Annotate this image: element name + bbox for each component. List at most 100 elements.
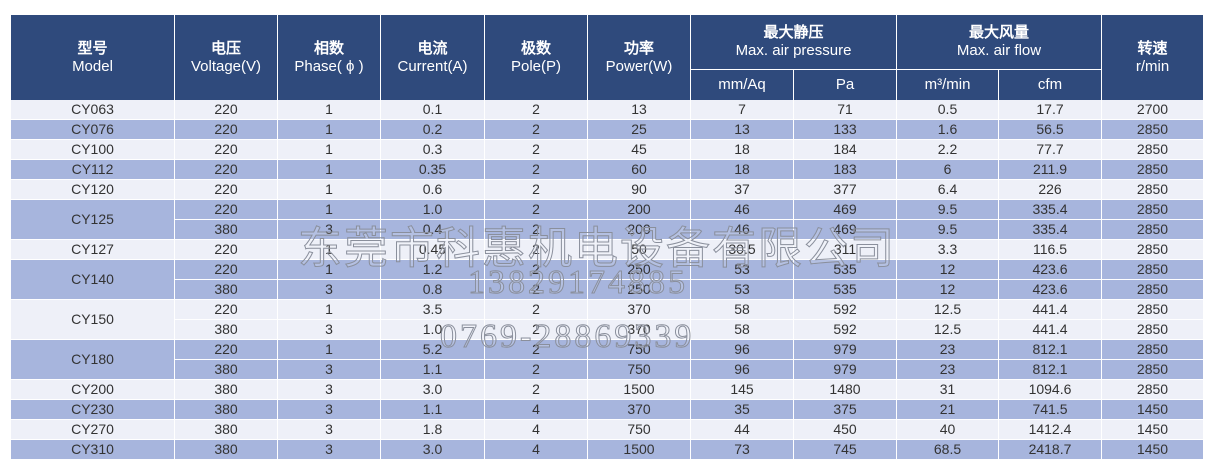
model-cell: CY310 xyxy=(10,439,175,460)
header-cell: 极数 Pole(P) xyxy=(484,15,588,100)
data-cell: 2850 xyxy=(1101,299,1204,320)
subheader-cell: m³/min xyxy=(896,69,999,100)
table-row: CY100 220 1 0.3 2 45 18 184 2.2 77.7 2850 xyxy=(10,139,1204,160)
data-cell: 450 xyxy=(793,419,897,440)
data-cell: 12.5 xyxy=(896,319,999,340)
data-cell: 2 xyxy=(484,119,588,140)
data-cell: 3.0 xyxy=(380,379,485,400)
data-cell: 1.8 xyxy=(380,419,485,440)
data-cell: 18 xyxy=(690,139,794,160)
data-cell: 0.45 xyxy=(380,239,485,260)
data-cell: 2850 xyxy=(1101,359,1204,380)
data-cell: 1 xyxy=(277,239,381,260)
data-cell: 335.4 xyxy=(998,199,1102,220)
data-cell: 23 xyxy=(896,359,999,380)
model-cell: CY230 xyxy=(10,399,175,420)
header-zh: 功率 xyxy=(623,39,654,57)
data-cell: 2 xyxy=(484,339,588,360)
data-cell: 73 xyxy=(690,439,794,460)
data-cell: 0.8 xyxy=(380,279,485,300)
data-cell: 220 xyxy=(174,259,278,280)
data-cell: 18 xyxy=(690,159,794,180)
data-cell: 469 xyxy=(793,219,897,240)
data-cell: 380 xyxy=(174,359,278,380)
data-cell: 211.9 xyxy=(998,159,1102,180)
data-cell: 2 xyxy=(484,199,588,220)
watermark: 东莞市科惠机电设备有限公司 xyxy=(298,224,896,274)
data-cell: 12.5 xyxy=(896,299,999,320)
data-cell: 6 xyxy=(896,159,999,180)
header-cell: 型号 Model xyxy=(10,15,175,100)
data-cell: 200 xyxy=(587,219,691,240)
model-cell: CY125 xyxy=(10,199,175,240)
data-cell: 250 xyxy=(587,279,691,300)
table-row: CY140 220 1 1.2 2 250 53 535 12 423.6 2850 xyxy=(10,259,1204,300)
data-cell: 311 xyxy=(793,239,897,260)
data-cell: 2850 xyxy=(1101,159,1204,180)
data-cell: 1.1 xyxy=(380,359,485,380)
data-cell: 220 xyxy=(174,239,278,260)
data-cell: 220 xyxy=(174,339,278,360)
data-cell: 380 xyxy=(174,399,278,420)
data-cell: 45 xyxy=(587,139,691,160)
data-cell: 35 xyxy=(690,399,794,420)
data-cell: 44 xyxy=(690,419,794,440)
data-cell: 380 xyxy=(174,419,278,440)
data-cell: 184 xyxy=(793,139,897,160)
header-zh: 型号 xyxy=(77,39,108,57)
data-cell: 3.5 xyxy=(380,299,485,320)
header-zh: 电流 xyxy=(417,39,448,57)
data-cell: 1.1 xyxy=(380,399,485,420)
data-cell: 1 xyxy=(277,299,381,320)
watermark: 13829174885 xyxy=(468,264,688,302)
data-cell: 1 xyxy=(277,100,381,120)
data-cell: 979 xyxy=(793,359,897,380)
data-cell: 220 xyxy=(174,159,278,180)
data-cell: 40 xyxy=(896,419,999,440)
data-cell: 4 xyxy=(484,399,588,420)
header-zh: 最大静压 xyxy=(763,24,824,41)
data-cell: 6.4 xyxy=(896,179,999,200)
data-cell: 380 xyxy=(174,279,278,300)
data-cell: 1094.6 xyxy=(998,379,1102,400)
data-cell: 370 xyxy=(587,399,691,420)
data-cell: 3.0 xyxy=(380,439,485,460)
table-row: CY120 220 1 0.6 2 90 37 377 6.4 226 2850 xyxy=(10,179,1204,200)
header-zh: 转速 xyxy=(1137,39,1168,57)
data-cell: 2 xyxy=(484,100,588,120)
data-cell: 0.6 xyxy=(380,179,485,200)
data-cell: 0.2 xyxy=(380,119,485,140)
header-en: Model xyxy=(72,57,113,75)
data-cell: 380 xyxy=(174,379,278,400)
data-cell: 979 xyxy=(793,339,897,360)
data-cell: 226 xyxy=(998,179,1102,200)
data-cell: 0.4 xyxy=(380,219,485,240)
data-cell: 5.2 xyxy=(380,339,485,360)
data-cell: 200 xyxy=(587,199,691,220)
data-cell: 469 xyxy=(793,199,897,220)
data-cell: 1412.4 xyxy=(998,419,1102,440)
table-row: CY230 380 3 1.1 4 370 35 375 21 741.5 1450 xyxy=(10,399,1204,420)
data-cell: 60 xyxy=(587,159,691,180)
table-row: 380 3 0.4 2 200 46 469 9.5 335.4 2850 xyxy=(11,219,1204,240)
model-cell: CY127 xyxy=(10,239,175,260)
table-row: 380 3 0.8 2 250 53 535 12 423.6 2850 xyxy=(11,279,1204,300)
data-cell: 2850 xyxy=(1101,219,1204,240)
data-cell: 750 xyxy=(587,419,691,440)
data-cell: 116.5 xyxy=(998,239,1102,260)
data-cell: 46 xyxy=(690,219,794,240)
data-cell: 750 xyxy=(587,359,691,380)
data-cell: 2 xyxy=(484,139,588,160)
subheader-cell: cfm xyxy=(998,69,1102,100)
model-cell: CY120 xyxy=(10,179,175,200)
subheader-cell: mm/Aq xyxy=(690,69,794,100)
data-cell: 1 xyxy=(277,179,381,200)
data-cell: 535 xyxy=(793,279,897,300)
model-cell: CY063 xyxy=(10,100,175,120)
data-cell: 4 xyxy=(484,439,588,460)
data-cell: 1500 xyxy=(587,439,691,460)
data-cell: 380 xyxy=(174,439,278,460)
data-cell: 77.7 xyxy=(998,139,1102,160)
data-cell: 220 xyxy=(174,199,278,220)
